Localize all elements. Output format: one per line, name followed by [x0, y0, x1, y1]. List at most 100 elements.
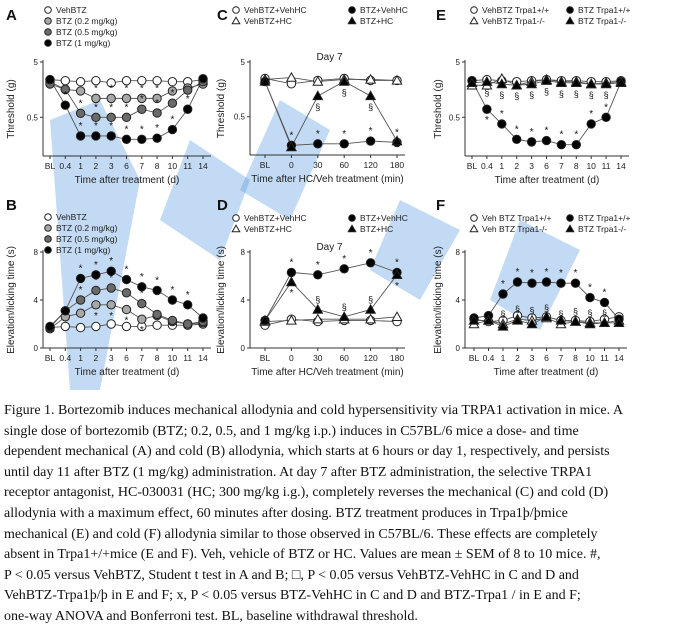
- data-point-circle: [75, 295, 86, 305]
- data-point-circle: [91, 285, 101, 296]
- x-tick-label: 11: [183, 161, 192, 171]
- data-point-circle: [571, 140, 581, 150]
- significance-marker: *: [140, 94, 144, 105]
- significance-marker: *: [395, 281, 399, 292]
- data-point-triangle: [565, 224, 575, 233]
- data-point-circle: [137, 75, 147, 86]
- data-point-circle: [167, 98, 178, 108]
- data-point-circle: [152, 75, 162, 86]
- significance-marker: §: [500, 309, 505, 319]
- significance-marker: *: [545, 267, 549, 278]
- significance-marker: *: [94, 121, 98, 132]
- significance-marker: *: [109, 102, 113, 113]
- y-axis-label: Threshold (g): [6, 79, 17, 138]
- significance-marker: *: [79, 263, 83, 274]
- x-axis-label: Time after HC/Veh treatment (min): [251, 174, 403, 185]
- data-point-triangle: [391, 135, 403, 146]
- legend-item: BTZ Trpa1-/-: [565, 16, 626, 26]
- data-point-triangle: [585, 78, 597, 89]
- significance-marker: *: [94, 260, 98, 271]
- x-tick-label: 30: [313, 353, 323, 363]
- significance-marker: *: [530, 127, 534, 138]
- legend-item: VehBTZ+HC: [231, 16, 292, 26]
- data-point-triangle: [391, 269, 403, 279]
- data-point-circle: [512, 277, 523, 287]
- data-point-circle: [60, 84, 71, 95]
- data-point-triangle: [347, 224, 357, 233]
- y-tick-label: 0.5: [449, 113, 461, 122]
- significance-marker: *: [559, 130, 563, 141]
- significance-marker: §: [604, 90, 609, 100]
- data-point-triangle: [285, 141, 297, 152]
- data-point-circle: [44, 213, 52, 221]
- data-point-circle: [152, 108, 162, 118]
- legend-label: BTZ Trpa1-/-: [578, 224, 626, 234]
- data-point-triangle: [481, 76, 493, 86]
- data-point-triangle: [231, 16, 241, 25]
- y-tick-label: 5: [456, 58, 461, 67]
- data-point-triangle: [569, 315, 582, 326]
- legend-item: BTZ Trpa1+/+: [566, 213, 630, 223]
- legend-label: BTZ+VehHC: [360, 5, 408, 15]
- significance-marker: *: [155, 83, 159, 94]
- x-tick-label: 2: [515, 353, 520, 363]
- significance-marker: §: [342, 88, 347, 98]
- significance-marker: §: [544, 303, 549, 313]
- x-tick-label: 7: [559, 161, 564, 171]
- data-point-circle: [121, 304, 132, 315]
- significance-marker: *: [574, 130, 578, 141]
- significance-marker: *: [603, 287, 607, 298]
- data-point-circle: [167, 124, 178, 135]
- x-tick-label: 6: [124, 161, 129, 171]
- data-point-circle: [348, 6, 356, 14]
- legend-label: BTZ (0.2 mg/kg): [56, 223, 118, 233]
- significance-marker: *: [516, 267, 520, 278]
- data-point-circle: [75, 108, 86, 119]
- legend-item: BTZ Trpa1-/-: [565, 224, 626, 234]
- x-tick-label: 6: [544, 161, 549, 171]
- significance-marker: *: [79, 285, 83, 296]
- significance-marker: *: [186, 290, 190, 301]
- data-point-circle: [470, 214, 478, 222]
- data-point-circle: [44, 246, 52, 254]
- significance-marker: §: [544, 87, 549, 97]
- data-point-circle: [541, 277, 552, 287]
- y-tick-label: 0.5: [234, 113, 246, 122]
- data-point-circle: [286, 267, 297, 278]
- data-point-triangle: [469, 224, 479, 233]
- caption-line: Figure 1. Bortezomib induces mechanical …: [4, 403, 623, 418]
- data-point-triangle: [497, 320, 509, 331]
- data-point-circle: [75, 308, 86, 318]
- data-point-circle: [470, 6, 478, 14]
- x-tick-label: 3: [109, 353, 114, 363]
- y-tick-label: 0: [241, 344, 246, 353]
- significance-marker: *: [109, 273, 113, 284]
- panel-b: B 8 4 0 BL 0.4 1 2 3 6 7 8 10 11 14 Time after treatmen…: [6, 197, 211, 378]
- significance-marker: *: [109, 256, 113, 267]
- data-point-triangle: [540, 74, 553, 85]
- data-point-circle: [167, 295, 178, 305]
- data-point-triangle: [469, 16, 479, 25]
- y-tick-label: 4: [456, 296, 461, 305]
- data-point-circle: [91, 112, 101, 123]
- data-point-triangle: [468, 314, 480, 325]
- data-point-circle: [137, 314, 147, 324]
- y-tick-label: 5: [241, 58, 246, 67]
- data-point-circle: [541, 135, 552, 146]
- significance-marker: *: [395, 127, 399, 138]
- caption-line: until day 11 after BTZ (1 mg/kg) adminis…: [4, 464, 593, 480]
- data-point-circle: [44, 235, 52, 243]
- data-point-circle: [60, 306, 71, 316]
- significance-marker: *: [109, 121, 113, 132]
- data-point-triangle: [338, 311, 350, 321]
- significance-marker: §: [529, 90, 534, 100]
- significance-marker: §: [484, 88, 489, 98]
- data-point-triangle: [259, 314, 271, 325]
- x-tick-label: 10: [168, 353, 178, 363]
- data-point-circle: [106, 283, 116, 293]
- panel-letter: E: [436, 7, 446, 24]
- x-tick-label: 0: [289, 160, 294, 170]
- x-tick-label: 1: [78, 161, 83, 171]
- significance-marker: *: [589, 109, 593, 120]
- data-point-circle: [599, 297, 610, 308]
